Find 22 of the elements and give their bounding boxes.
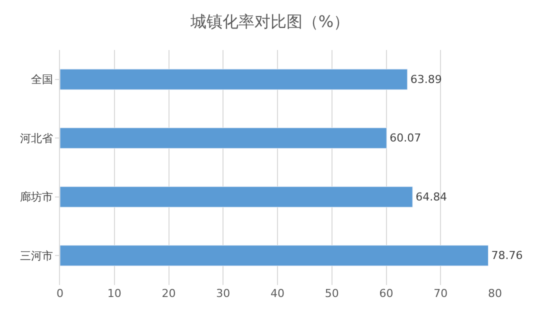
- y-tick-label: 三河市: [20, 249, 53, 262]
- chart-title: 城镇化率对比图（%）: [189, 12, 350, 32]
- bar: [60, 68, 408, 90]
- x-tick-label: 80: [488, 287, 502, 300]
- bar: [60, 245, 489, 266]
- x-tick-label: 70: [434, 287, 448, 300]
- data-label: 60.07: [390, 132, 422, 145]
- data-label: 63.89: [410, 72, 442, 86]
- x-tick-label: 10: [107, 287, 122, 300]
- y-tick-label: 全国: [30, 73, 53, 86]
- x-tick-label: 40: [270, 287, 284, 300]
- y-tick-label: 廊坊市: [20, 190, 53, 204]
- x-tick-label: 30: [216, 287, 230, 300]
- bar: [60, 128, 387, 149]
- data-label: 78.76: [491, 249, 523, 262]
- data-label: 64.84: [416, 190, 448, 204]
- x-tick-label: 50: [324, 287, 339, 300]
- bar: [60, 186, 413, 208]
- x-tick-label: 20: [162, 287, 176, 300]
- x-tick-label: 60: [379, 287, 394, 300]
- y-tick-label: 河北省: [20, 132, 53, 145]
- x-tick-label: 0: [56, 287, 64, 300]
